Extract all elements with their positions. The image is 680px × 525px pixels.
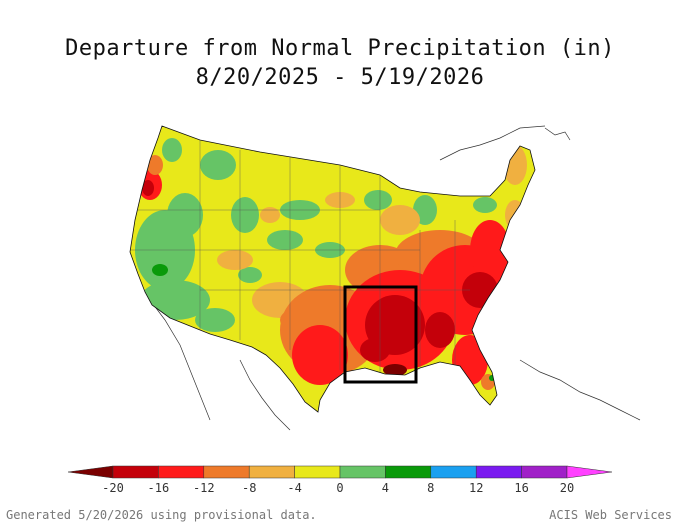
legend-tick-label: -16 [148, 481, 170, 495]
legend-swatch [112, 465, 159, 479]
legend-swatch [294, 465, 341, 479]
legend-swatch [339, 465, 386, 479]
legend-tick-label: -4 [287, 481, 301, 495]
highlight-box [343, 285, 418, 384]
footer-generated-note: Generated 5/20/2026 using provisional da… [6, 508, 317, 522]
state-boundaries [130, 140, 470, 372]
footer-source: ACIS Web Services [549, 508, 672, 522]
legend-tick-label: -20 [102, 481, 124, 495]
legend-tick-label: 4 [382, 481, 389, 495]
neighbor-outlines [149, 125, 641, 431]
legend-bar [67, 465, 613, 479]
us-outline [129, 125, 536, 413]
legend-tick-label: -12 [193, 481, 215, 495]
title-line-2: 8/20/2025 - 5/19/2026 [195, 65, 485, 90]
legend-tick-label: 16 [514, 481, 528, 495]
legend-swatch [203, 465, 250, 479]
legend-swatch [158, 465, 205, 479]
legend-tick-label: -8 [242, 481, 256, 495]
title-line-1: Departure from Normal Precipitation (in) [65, 36, 615, 61]
legend-swatch [430, 465, 477, 479]
legend-tick-label: 20 [560, 481, 574, 495]
map-title: Departure from Normal Precipitation (in)… [0, 34, 680, 92]
legend-arrow-high [566, 465, 613, 479]
legend-tick-label: 12 [469, 481, 483, 495]
legend-swatch [385, 465, 432, 479]
legend-swatch [521, 465, 568, 479]
legend-tick-label: 0 [336, 481, 343, 495]
legend-ticks: -20 -16 -12 -8 -4 0 4 8 12 16 20 [102, 481, 574, 495]
legend-swatch [248, 465, 295, 479]
legend-swatch [475, 465, 522, 479]
legend-arrow-low [67, 465, 114, 479]
legend-tick-label: 8 [427, 481, 434, 495]
